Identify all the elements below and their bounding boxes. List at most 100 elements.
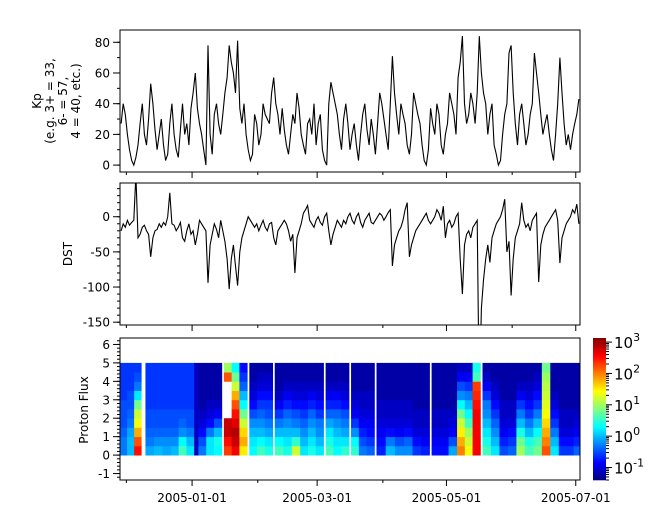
heatmap-cell <box>558 390 567 401</box>
heatmap-cell <box>440 381 449 391</box>
heatmap-cell <box>223 362 233 373</box>
heatmap-cell <box>351 436 360 447</box>
heatmap-cell <box>472 418 481 428</box>
heatmap-cell <box>257 436 266 447</box>
dst-series <box>120 183 580 325</box>
heatmap-cell <box>120 418 128 428</box>
heatmap-cell <box>249 381 258 391</box>
heatmap-cell <box>257 418 266 428</box>
heatmap-cell <box>358 436 367 447</box>
heatmap-cell <box>376 445 387 456</box>
colorbar-segment <box>593 352 606 355</box>
heatmap-cell <box>516 381 526 391</box>
heatmap-cell <box>162 409 172 419</box>
heatmap-cell <box>558 399 567 410</box>
heatmap-cell <box>198 409 207 419</box>
heatmap-cell <box>394 418 405 428</box>
heatmap-cell <box>550 427 560 438</box>
heatmap-cell <box>249 436 258 447</box>
heatmap-cell <box>464 445 473 456</box>
heatmap-cell <box>464 436 473 447</box>
heatmap-cell <box>541 399 551 410</box>
heatmap-cell <box>291 362 301 373</box>
heatmap-cell <box>472 427 481 438</box>
heatmap-cell <box>178 436 187 447</box>
heatmap-cell <box>482 409 492 419</box>
heatmap-cell <box>440 399 449 410</box>
heatmap-cell <box>472 381 481 391</box>
heatmap-cell <box>448 427 458 438</box>
heatmap-cell <box>412 445 422 456</box>
heatmap-cell <box>300 418 309 428</box>
heatmap-cell <box>385 436 396 447</box>
heatmap-cell <box>198 372 207 382</box>
heatmap-cell <box>464 372 473 382</box>
heatmap-cell <box>198 390 207 401</box>
heatmap-cell <box>231 409 240 419</box>
heatmap-cell <box>550 390 560 401</box>
heatmap-cell <box>421 381 430 391</box>
heatmap-cell <box>573 399 580 410</box>
colorbar-tick-label: 10-1 <box>614 457 644 478</box>
colorbar-segment <box>593 416 606 419</box>
heatmap-cell <box>341 427 350 438</box>
heatmap-cell <box>385 427 396 438</box>
heatmap-cell <box>376 362 387 373</box>
heatmap-cell <box>239 372 248 382</box>
heatmap-cell <box>351 399 360 410</box>
heatmap-cell <box>507 427 517 438</box>
heatmap-cell <box>421 372 430 382</box>
heatmap-cell <box>291 381 301 391</box>
heatmap-cell <box>134 427 142 438</box>
colorbar-segment <box>593 342 606 345</box>
colorbar-segment <box>593 396 606 399</box>
heatmap-cell <box>198 445 207 456</box>
colorbar-tick-label: 103 <box>614 331 640 352</box>
heatmap-cell <box>291 399 301 410</box>
heatmap-cell <box>291 418 301 428</box>
heatmap-cell <box>291 409 301 419</box>
heatmap-cell <box>431 381 441 391</box>
heatmap-cell <box>404 418 413 428</box>
heatmap-cell <box>186 362 195 373</box>
heatmap-cell <box>490 409 500 419</box>
heatmap-cell <box>300 390 309 401</box>
x-tick-labels: 2005-01-01 2005-03-01 2005-05-01 2005-07… <box>157 491 610 505</box>
heatmap-cell <box>358 427 367 438</box>
colorbar-segment <box>593 412 606 415</box>
colorbar-tick-label: 102 <box>614 362 640 383</box>
heatmap-cell <box>178 372 187 382</box>
heatmap-cell <box>274 362 284 373</box>
heatmap-cell <box>499 362 509 373</box>
colorbar-segment <box>593 390 606 393</box>
heatmap-cell <box>541 381 551 391</box>
heatmap-cell <box>421 436 430 447</box>
heatmap-cell <box>421 362 430 373</box>
heatmap-cell <box>490 362 500 373</box>
heatmap-cell <box>264 390 274 401</box>
heatmap-cell <box>421 390 430 401</box>
heatmap-cell <box>566 409 575 419</box>
heatmap-cell <box>194 390 199 401</box>
colorbar-segment <box>593 402 606 405</box>
heatmap-cell <box>376 390 387 401</box>
heatmap-cell <box>472 399 481 410</box>
heatmap-cell <box>448 372 458 382</box>
heatmap-cell <box>231 436 240 447</box>
heatmap-cell <box>341 436 350 447</box>
heatmap-cell <box>274 409 284 419</box>
colorbar-segment <box>593 478 606 481</box>
heatmap-cell <box>264 381 274 391</box>
dst-y-tick-label: 0 <box>102 210 110 224</box>
heatmap-cell <box>431 409 441 419</box>
heatmap-cell <box>412 399 422 410</box>
heatmap-cell <box>315 381 324 391</box>
heatmap-cell <box>198 362 207 373</box>
heatmap-cell <box>550 445 560 456</box>
heatmap-cell <box>394 436 405 447</box>
heatmap-cell <box>404 399 413 410</box>
colorbar-segment <box>593 426 606 429</box>
heatmap-cell <box>499 445 509 456</box>
heatmap-cell <box>127 445 135 456</box>
heatmap-cell <box>550 409 560 419</box>
